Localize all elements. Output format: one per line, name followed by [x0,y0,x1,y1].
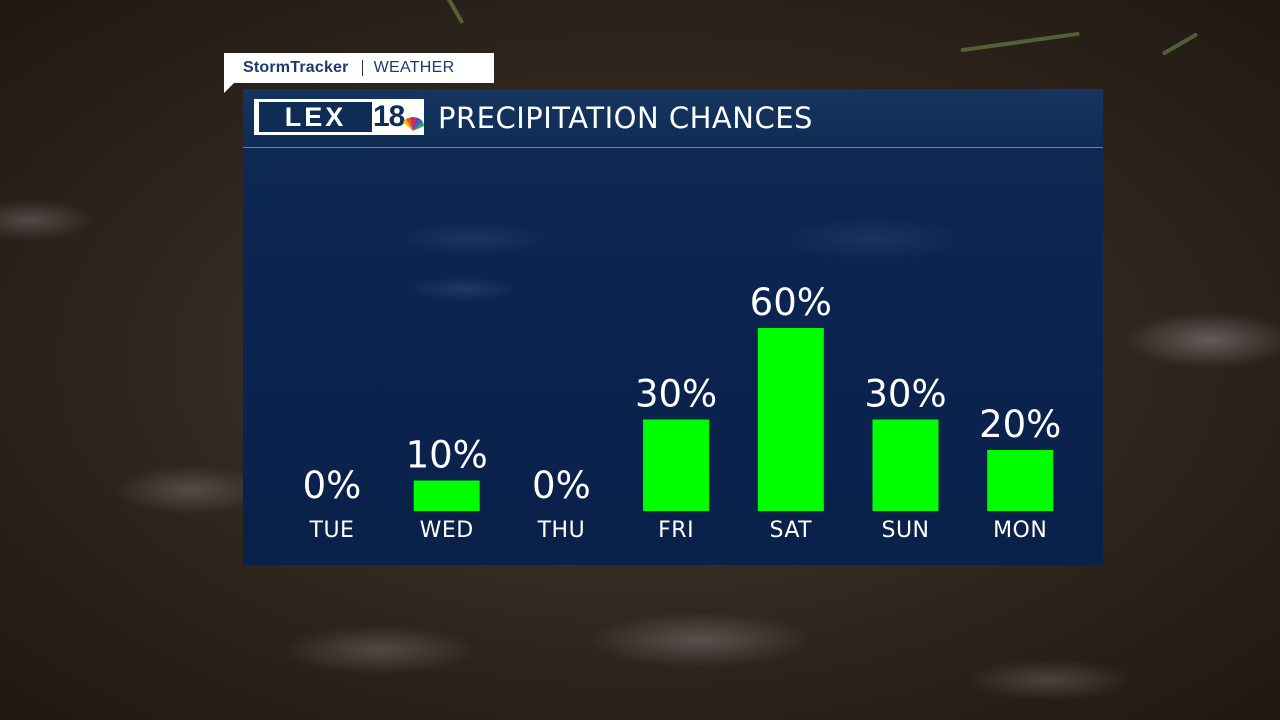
day-label-sun: SUN [881,518,929,543]
bar-mon [987,450,1054,511]
background-leaf [960,31,1080,53]
bar-fri [643,419,710,511]
day-label-thu: THU [537,518,586,543]
forecast-panel: LEX 18 PRECIPITATION CHANCES 0% TUE 10% WED… [243,89,1103,565]
station-logo: LEX 18 [254,99,424,135]
background-leaf [1161,32,1199,56]
value-label-thu: 0% [532,464,591,507]
peacock-icon [403,117,424,131]
background-leaf [445,0,465,24]
panel-header: LEX 18 PRECIPITATION CHANCES [243,89,1103,148]
tag-section-label: WEATHER [373,59,455,76]
stormtracker-tag: StormTracker WEATHER [224,53,494,83]
day-label-wed: WED [420,518,474,543]
bar-sun [872,419,939,511]
value-label-fri: 30% [635,373,717,416]
day-label-tue: TUE [309,518,355,543]
value-label-sun: 30% [864,373,946,416]
day-label-fri: FRI [658,518,694,543]
bar-wed [413,480,480,511]
day-label-sat: SAT [769,518,812,543]
tag-notch [224,83,234,93]
tag-divider [361,60,363,76]
value-label-mon: 20% [979,403,1061,446]
logo-number: 18 [373,100,405,133]
bar-sat [757,328,824,511]
value-label-sat: 60% [750,281,832,324]
value-label-wed: 10% [406,434,488,477]
value-label-tue: 0% [303,464,362,507]
day-label-mon: MON [993,518,1047,543]
logo-text: LEX [259,102,372,132]
precipitation-bar-chart: 0% TUE 10% WED 0% THU 30% FRI 60% SAT 30% SUN 20% MON [303,281,1062,543]
stormtracker-brand: StormTracker [243,59,349,76]
chart-title: PRECIPITATION CHANCES [438,101,813,135]
